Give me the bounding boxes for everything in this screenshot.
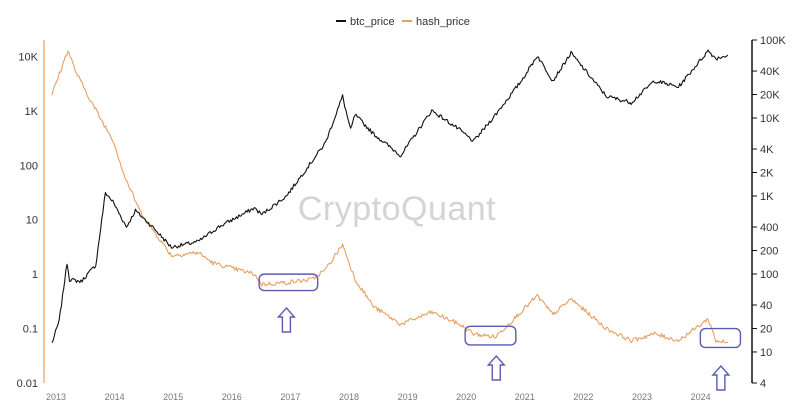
right-tick-label: 400: [760, 222, 778, 234]
x-tick-label: 2018: [339, 392, 359, 402]
right-tick-label: 1K: [760, 191, 774, 203]
right-axis-ticks: 100K 40K 20K 10K 4K 2K 1K 400 200 100 40 20 10 4: [752, 35, 786, 390]
up-arrow-annotation: [711, 364, 731, 391]
up-arrow-annotation: [276, 306, 296, 333]
right-tick-label: 10K: [760, 113, 780, 125]
x-tick-label: 2023: [632, 392, 652, 402]
x-tick-label: 2024: [691, 392, 711, 402]
right-tick-label: 4: [760, 378, 766, 390]
right-tick-label: 40: [760, 300, 772, 312]
right-tick-label: 40K: [760, 66, 780, 78]
series-line-btc-price: [51, 49, 729, 343]
right-tick-label: 100: [760, 269, 778, 281]
x-tick-label: 2021: [515, 392, 535, 402]
right-tick-label: 200: [760, 245, 778, 257]
x-tick-label: 2015: [163, 392, 183, 402]
annotations: [258, 273, 742, 391]
x-tick-label: 2016: [222, 392, 242, 402]
highlight-box: [258, 273, 319, 292]
right-tick-label: 100K: [760, 35, 786, 47]
x-tick-label: 2013: [46, 392, 66, 402]
left-tick-label: 10K: [18, 51, 38, 63]
x-tick-label: 2022: [573, 392, 593, 402]
x-tick-label: 2017: [280, 392, 300, 402]
left-tick-label: 10: [26, 215, 38, 227]
left-tick-label: 1: [32, 269, 38, 281]
left-tick-label: 1K: [25, 106, 39, 118]
left-axis-ticks: 10K 1K 100 10 1 0.1 0.01: [17, 51, 39, 390]
legend-label-hash-price: hash_price: [416, 16, 470, 28]
right-tick-label: 2K: [760, 168, 774, 180]
legend-label-btc-price: btc_price: [350, 16, 395, 28]
left-tick-label: 0.01: [17, 378, 38, 390]
legend: btc_price hash_price: [336, 16, 470, 28]
x-tick-label: 2020: [456, 392, 476, 402]
series-line-hash-price: [51, 50, 728, 344]
highlight-box: [699, 327, 742, 349]
highlight-box: [464, 325, 517, 346]
right-tick-label: 10: [760, 347, 772, 359]
up-arrow-annotation: [486, 354, 506, 381]
left-tick-label: 0.1: [23, 324, 38, 336]
right-tick-label: 20K: [760, 90, 780, 102]
right-tick-label: 20: [760, 323, 772, 335]
x-axis-ticks: 2013 2014 2015 2016 2017 2018 2019 2020 2021 2022…: [46, 392, 711, 402]
x-tick-label: 2019: [398, 392, 418, 402]
left-tick-label: 100: [20, 160, 38, 172]
right-tick-label: 4K: [760, 144, 774, 156]
x-tick-label: 2014: [105, 392, 125, 402]
watermark: CryptoQuant: [298, 190, 496, 228]
